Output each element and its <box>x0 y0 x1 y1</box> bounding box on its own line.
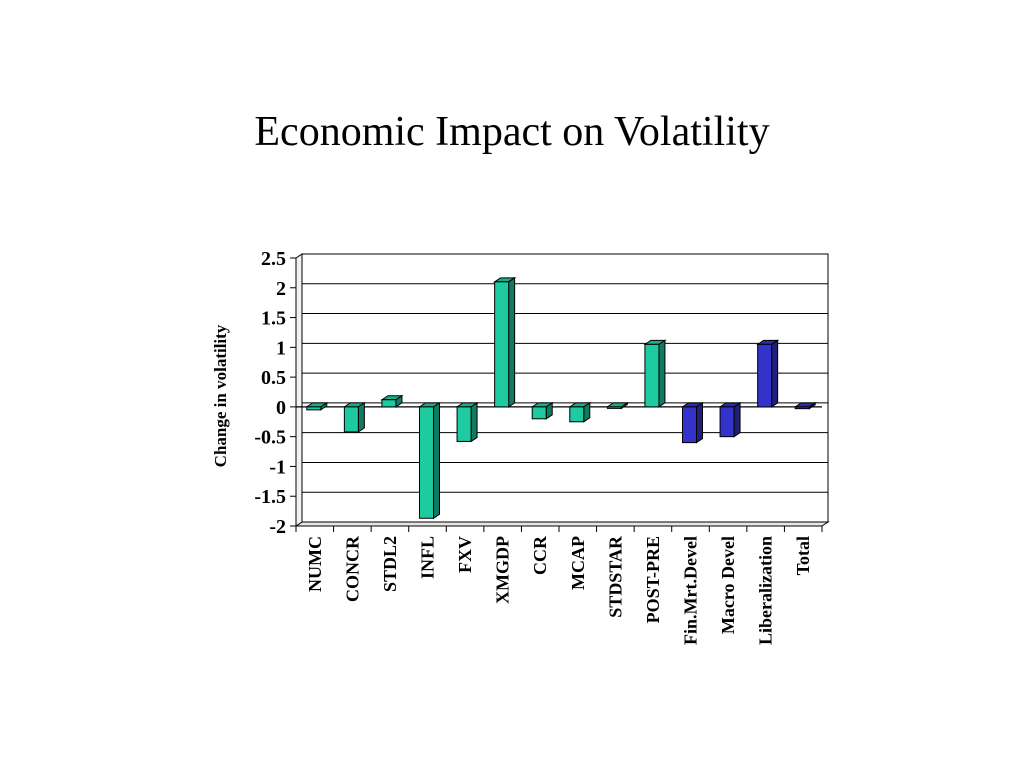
x-axis-categories: NUMC CONCR STDL2 INFL FXV XMGDP CCR MCAP STDSTAR… <box>305 535 813 645</box>
slide-title: Economic Impact on Volatility <box>254 109 770 155</box>
bar-front <box>456 406 472 442</box>
bar-stdl2 <box>380 394 404 408</box>
bar-side <box>508 276 516 408</box>
y-tick-label: -1 <box>269 456 286 478</box>
plot-back-wall <box>301 253 829 523</box>
x-category-label: XMGDP <box>493 536 513 604</box>
bar-front <box>682 406 697 444</box>
bar-fin-mrt-devel <box>680 401 705 444</box>
x-category-label: STDL2 <box>380 536 400 592</box>
bar-side <box>357 401 365 433</box>
bar-numc <box>305 401 329 411</box>
x-category-label: Fin.Mrt.Devel <box>681 536 701 645</box>
bar-side <box>470 401 478 443</box>
x-category-label: POST-PRE <box>643 536 663 623</box>
bar-liberalization <box>755 339 780 408</box>
bar-side <box>658 339 666 408</box>
bar-infl <box>417 401 442 520</box>
bar-post-pre <box>643 339 667 408</box>
bar-fxv <box>455 401 479 443</box>
y-tick-label: 0.5 <box>261 367 286 389</box>
bar-mcap <box>568 401 592 423</box>
bar-ccr <box>530 401 554 420</box>
x-category-label: CCR <box>530 535 550 575</box>
bar-side <box>733 401 741 438</box>
x-category-label: CONCR <box>342 535 362 602</box>
y-tick-label: -2 <box>269 516 286 538</box>
y-tick-label: 1.5 <box>261 308 286 330</box>
plot-area <box>294 253 830 532</box>
y-axis-title: Change in volatility <box>211 324 230 467</box>
bar-front <box>381 399 397 408</box>
bar-front <box>644 343 660 408</box>
x-category-label: STDSTAR <box>605 535 625 618</box>
y-tick-label: -1.5 <box>254 486 286 508</box>
x-category-label: Macro Devel <box>718 536 738 634</box>
bar-concr <box>342 401 367 433</box>
x-category-label: Liberalization <box>756 536 776 645</box>
bar-front <box>531 406 547 420</box>
y-tick-label: 2 <box>276 278 286 300</box>
bar-front <box>494 281 510 408</box>
bar-front <box>757 343 773 408</box>
x-category-label: INFL <box>418 536 438 579</box>
plot-side-wall <box>295 253 303 527</box>
y-tick-label: -0.5 <box>254 427 286 449</box>
x-category-label: Total <box>793 536 813 575</box>
bar-front <box>719 406 735 438</box>
y-tick-label: 0 <box>276 397 286 419</box>
plot-floor <box>294 521 830 527</box>
bar-side <box>583 401 591 423</box>
bar-front <box>419 406 434 519</box>
y-tick-label: 2.5 <box>261 248 286 270</box>
bar-side <box>433 401 440 520</box>
bar-front <box>306 406 322 411</box>
bar-stdstar <box>605 401 630 410</box>
bar-macro-devel <box>718 401 742 438</box>
bar-side <box>696 401 703 444</box>
x-category-label: NUMC <box>305 536 325 592</box>
y-axis-ticks: 2.5 2 1.5 1 0.5 0 -0.5 -1 -1.5 -2 <box>254 248 296 538</box>
bar-xmgdp <box>492 276 517 408</box>
bar-front <box>569 406 585 423</box>
x-category-label: FXV <box>455 536 475 573</box>
y-tick-label: 1 <box>276 337 286 359</box>
bar-front <box>794 406 810 410</box>
bar-front <box>606 406 622 409</box>
x-category-label: MCAP <box>568 536 588 590</box>
bars <box>305 276 817 520</box>
bar-total <box>793 401 817 410</box>
bar-front <box>343 406 359 433</box>
bar-side <box>771 339 779 408</box>
